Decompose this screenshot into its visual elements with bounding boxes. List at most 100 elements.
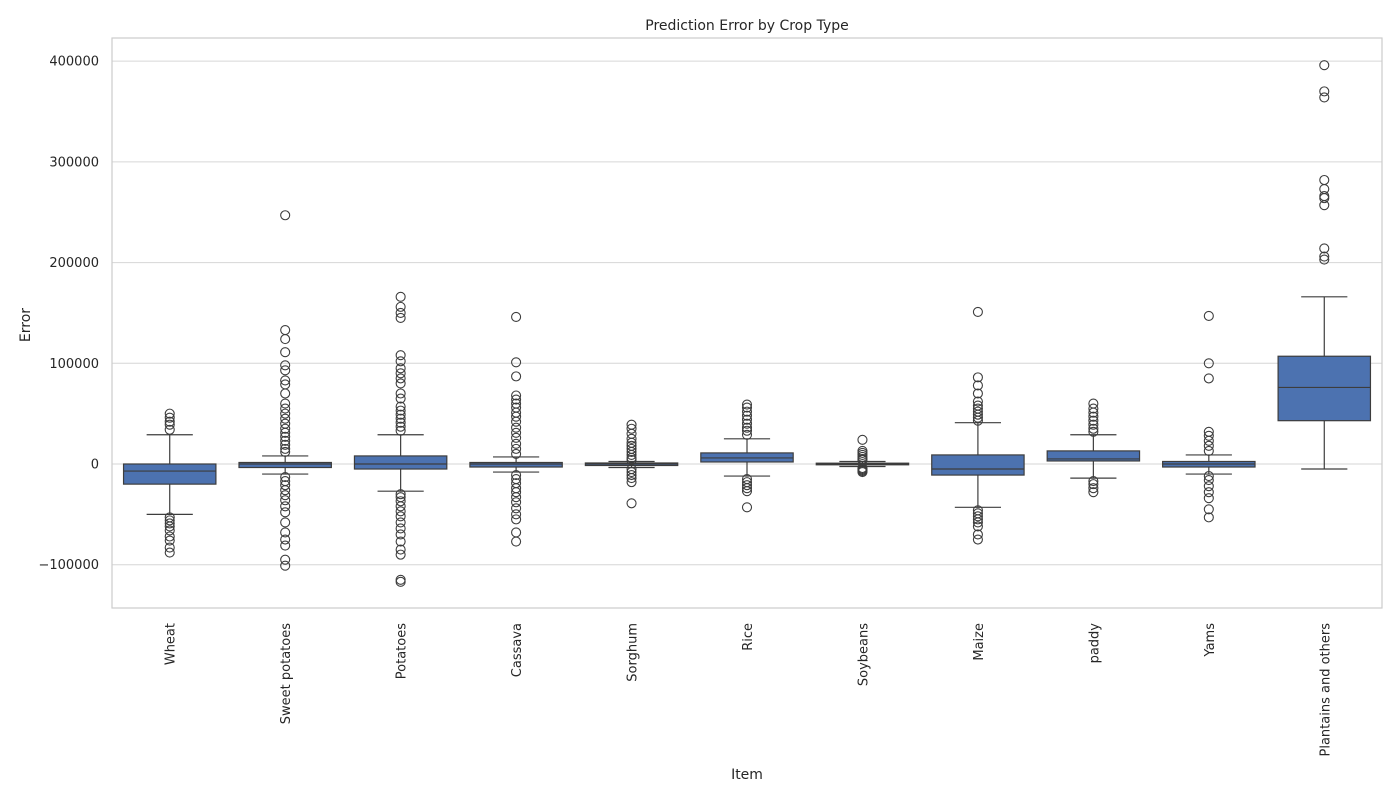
outlier-point (741, 422, 753, 433)
outlier-point (1319, 243, 1330, 254)
outlier-point (1203, 487, 1214, 498)
outlier-point (395, 506, 406, 517)
outlier-point (1088, 407, 1099, 418)
outlier-point (164, 518, 175, 529)
outlier-point (511, 416, 522, 427)
outlier-point (395, 496, 406, 507)
outlier-point (395, 368, 406, 379)
outlier-point (511, 536, 522, 547)
outlier-point (280, 554, 291, 565)
outlier-point (280, 501, 291, 512)
outlier-point (511, 411, 522, 422)
outlier-point (511, 422, 522, 433)
outlier-point (395, 529, 406, 540)
outlier-point (280, 408, 291, 419)
outlier-point (395, 549, 406, 560)
outlier-point (395, 544, 406, 555)
outlier-point (511, 443, 522, 454)
x-tick-label: Potatoes (395, 623, 410, 679)
outlier-point (511, 509, 522, 520)
outlier-point (164, 535, 175, 546)
y-tick-label: 200000 (49, 256, 99, 271)
outlier-point (972, 514, 983, 525)
box-group (1277, 60, 1372, 470)
outlier-point (511, 514, 522, 525)
outlier-point (511, 487, 522, 498)
box (931, 454, 1025, 476)
outlier-point (741, 483, 753, 494)
box-group (1046, 398, 1141, 498)
outlier-point (164, 521, 175, 532)
outlier-point (741, 399, 753, 410)
outlier-point (972, 409, 983, 420)
outlier-point (741, 418, 753, 429)
outlier-point (626, 423, 637, 434)
x-tick-label: Sorghum (626, 623, 641, 682)
outlier-point (626, 498, 637, 509)
outlier-point (1088, 403, 1099, 414)
x-axis-label: Item (731, 767, 763, 783)
outlier-point (395, 511, 406, 522)
outlier-point (511, 492, 522, 503)
outlier-point (511, 503, 522, 514)
outlier-point (972, 534, 983, 545)
outlier-point (280, 507, 291, 518)
outlier-point (972, 388, 983, 399)
outlier-point (1088, 419, 1099, 430)
outlier-point (395, 363, 406, 374)
outlier-point (280, 423, 291, 434)
outlier-point (511, 357, 522, 368)
outlier-point (164, 419, 175, 430)
box-group (238, 210, 332, 571)
outlier-point (972, 529, 983, 540)
y-tick-label: −100000 (38, 558, 99, 573)
outlier-point (972, 396, 983, 407)
outlier-point (857, 434, 868, 445)
outlier-point (395, 373, 406, 384)
outlier-point (395, 301, 406, 312)
y-axis-label: Error (18, 308, 34, 342)
outlier-point (164, 547, 175, 558)
outlier-point (741, 502, 753, 513)
outlier-point (1203, 358, 1214, 369)
outlier-point (395, 393, 406, 404)
outlier-point (741, 406, 753, 417)
outlier-point (395, 501, 406, 512)
outlier-point (741, 414, 753, 425)
x-tick-labels: Wheat Sweet potatoes Potatoes Cassava Sorghu… (164, 623, 1334, 757)
outlier-point (280, 427, 291, 438)
outlier-point (164, 515, 175, 526)
x-tick-label: Cassava (510, 623, 525, 677)
outlier-point (1088, 476, 1099, 487)
outlier-point (1203, 493, 1214, 504)
x-tick-label: Soybeans (856, 623, 871, 686)
outlier-point (280, 443, 291, 454)
outlier-point (1088, 487, 1099, 498)
box (353, 455, 448, 470)
outlier-point (395, 536, 406, 547)
outlier-point (741, 410, 753, 421)
outlier-point (1319, 254, 1330, 265)
outlier-point (1088, 415, 1099, 426)
outlier-point (280, 439, 291, 450)
outlier-point (280, 485, 291, 496)
box (238, 461, 332, 469)
outlier-point (626, 466, 637, 478)
outlier-point (280, 334, 291, 345)
outlier-point (395, 523, 406, 534)
outlier-point (511, 438, 522, 449)
box-group (931, 306, 1025, 545)
y-tick-label: 300000 (49, 155, 99, 170)
outlier-point (395, 413, 406, 424)
outlier-point (280, 480, 291, 491)
outlier-point (741, 425, 753, 436)
y-tick-labels: −100000 0 100000 200000 300000 400000 (38, 55, 99, 574)
box-groups (122, 60, 1372, 587)
outlier-point (164, 525, 175, 536)
box (469, 461, 563, 468)
outlier-point (741, 402, 753, 413)
outlier-point (1319, 92, 1330, 103)
outlier-point (280, 472, 291, 483)
outlier-point (395, 576, 406, 587)
outlier-point (280, 388, 291, 399)
